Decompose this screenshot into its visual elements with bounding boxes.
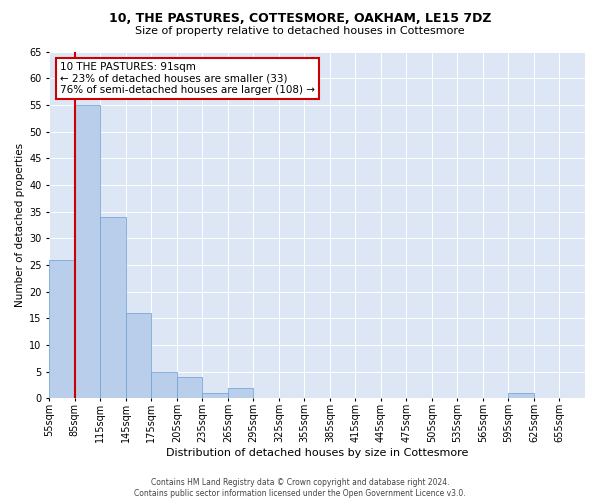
- Text: 10 THE PASTURES: 91sqm
← 23% of detached houses are smaller (33)
76% of semi-det: 10 THE PASTURES: 91sqm ← 23% of detached…: [60, 62, 315, 95]
- Bar: [151, 372, 177, 398]
- Bar: [177, 377, 202, 398]
- Text: Contains HM Land Registry data © Crown copyright and database right 2024.
Contai: Contains HM Land Registry data © Crown c…: [134, 478, 466, 498]
- Bar: [75, 105, 100, 399]
- Bar: [49, 260, 75, 398]
- Text: 10, THE PASTURES, COTTESMORE, OAKHAM, LE15 7DZ: 10, THE PASTURES, COTTESMORE, OAKHAM, LE…: [109, 12, 491, 26]
- Y-axis label: Number of detached properties: Number of detached properties: [15, 143, 25, 307]
- Bar: [202, 393, 228, 398]
- Bar: [228, 388, 253, 398]
- Bar: [100, 217, 126, 398]
- Bar: [508, 393, 534, 398]
- X-axis label: Distribution of detached houses by size in Cottesmore: Distribution of detached houses by size …: [166, 448, 469, 458]
- Bar: [126, 313, 151, 398]
- Text: Size of property relative to detached houses in Cottesmore: Size of property relative to detached ho…: [135, 26, 465, 36]
